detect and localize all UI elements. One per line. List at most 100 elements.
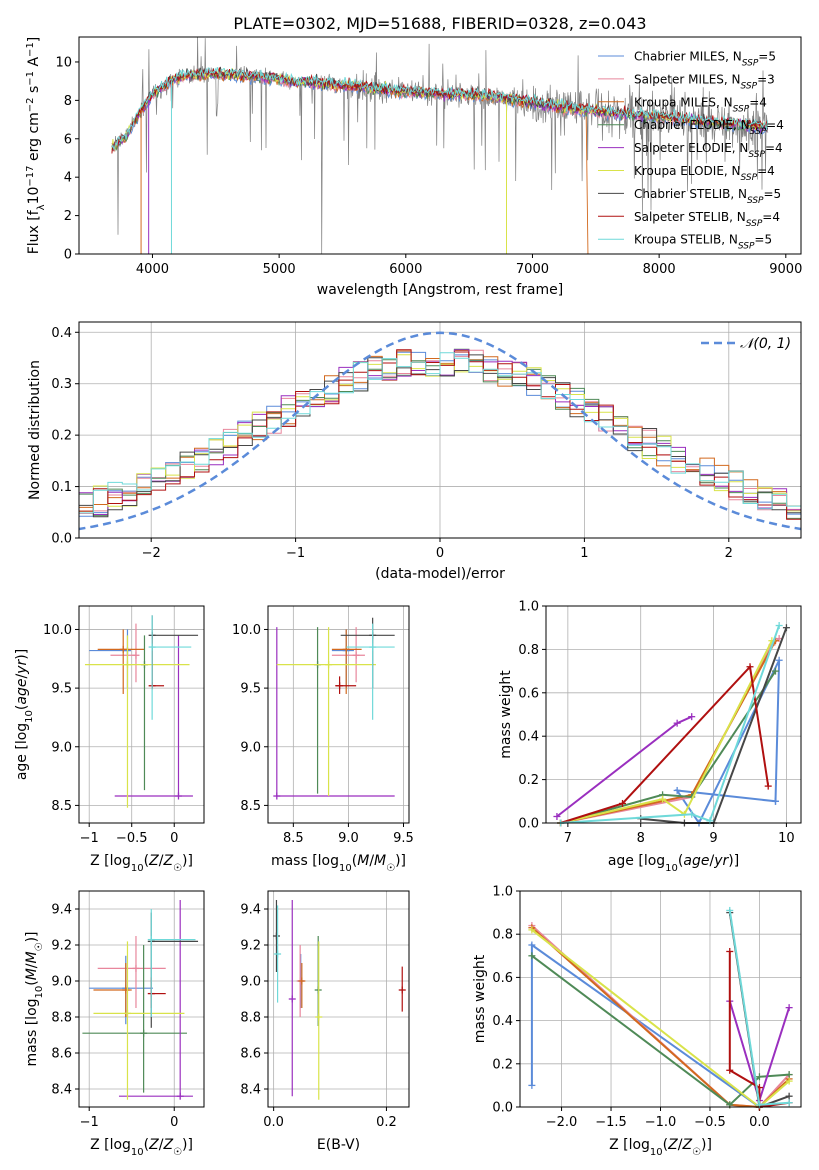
y-tick-label: 0.0 [51,532,72,547]
weight-line-chabrier-elodie [560,670,777,824]
x-tick-label: 0 [170,1115,178,1130]
plot-frame [78,605,205,824]
y-axis-label: mass weight [498,670,514,759]
y-tick-label: 0.0 [492,1101,513,1116]
x-tick-label: 0 [436,546,444,561]
gaussian-curve [79,331,801,531]
y-tick-label: 1.0 [518,600,539,615]
y-tick-label: 9.2 [51,939,72,954]
y-tick-label: 9.4 [240,903,261,918]
y-tick-label: 2 [64,209,72,224]
y-tick-label: 0.1 [51,480,72,495]
spectrum-panel: 4000 5000 6000 7000 8000 9000 0 2 4 6 8 10 wavelengt… [25,36,802,298]
y-tick-label: 9.0 [240,740,261,755]
x-axis-label: Z [log10(Z/Z☉)] [609,1137,712,1158]
x-axis-label: E(B-V) [317,1137,360,1153]
y-tick-label: 8.6 [51,1047,72,1062]
y-tick-label: 0.0 [518,817,539,832]
y-tick-label: 9.0 [51,740,72,755]
y-tick-label: 9.5 [51,682,72,697]
residual-histogram-panel: −2 −1 0 1 2 0.0 0.1 0.2 0.3 0.4 (data-model)/error… [27,321,802,582]
x-tick-label: 9.5 [393,831,414,846]
chart-title: PLATE=0302, MJD=51688, FIBERID=0328, z=0… [233,14,646,33]
legend-entry: Kroupa MILES, NSSP=4 [634,95,767,114]
y-tick-label: 0.3 [51,377,72,392]
x-axis-label: age [log10(age/yr)] [608,853,739,874]
histogram-kroupa-stelib [79,352,801,514]
y-tick-label: 9.2 [240,939,261,954]
weight-line-kroupa-stelib [560,625,781,824]
age-vs-metallicity-panel: −1 −0.5 0 8.5 9.0 9.5 10.0 Z [log10(Z/Z☉)] age [… [14,605,205,874]
x-tick-label: 0.2 [376,1115,397,1130]
y-tick-label: 8 [64,94,72,109]
x-axis-label: Z [log10(Z/Z☉)] [90,853,193,874]
x-tick-label: 7000 [516,262,549,277]
plot-frame [545,605,802,824]
legend-entry: Chabrier STELIB, NSSP=5 [634,187,781,206]
x-axis-label: wavelength [Angstrom, rest frame] [317,282,563,298]
y-tick-label: 8.5 [51,799,72,814]
x-tick-label: 8000 [643,262,676,277]
y-tick-label: 9.5 [240,682,261,697]
age-vs-mass-panel: 8.5 9.0 9.5 8.5 9.0 9.5 10.0 mass [log10(M/M☉)] [232,605,414,874]
plot-frame [267,890,410,1108]
weight-line-kroupa-elodie [560,640,773,824]
x-tick-label: 9 [709,831,717,846]
x-tick-label: 10 [778,831,795,846]
x-tick-label: 4000 [136,262,169,277]
y-tick-label: 1.0 [492,885,513,900]
y-tick-label: 0.2 [51,429,72,444]
y-tick-label: 9.4 [51,903,72,918]
x-tick-label: 0 [170,831,178,846]
x-tick-label: −1.5 [595,1115,627,1130]
legend-entry: Chabrier ELODIE, NSSP=4 [634,118,784,137]
y-tick-label: 9.0 [51,975,72,990]
x-tick-label: −1 [80,1115,99,1130]
plot-frame [267,605,410,824]
x-tick-label: −2 [142,546,161,561]
y-axis-label: age [log10(age/yr)] [14,649,35,780]
y-axis-label: Flux [fλ10−17 erg cm−2 s−1 A−1] [25,37,47,255]
y-tick-label: 0.2 [492,1057,513,1072]
x-tick-label: 9000 [769,262,802,277]
legend-entry: Kroupa STELIB, NSSP=5 [634,233,772,252]
y-axis-label: mass weight [472,954,488,1043]
model-spectrum-kroupa-stelib [111,66,769,150]
legend-entry: Salpeter STELIB, NSSP=4 [634,210,780,229]
y-tick-label: 0 [64,248,72,263]
y-tick-label: 0.6 [518,686,539,701]
y-tick-label: 9.0 [240,975,261,990]
weight-line-salpeter-stelib [560,664,770,824]
x-tick-label: −0.5 [694,1115,726,1130]
x-tick-label: −1.0 [645,1115,677,1130]
y-tick-label: 8.4 [240,1083,261,1098]
x-tick-label: 7 [564,831,572,846]
y-tick-label: 4 [64,171,72,186]
y-tick-label: 0.8 [518,643,539,658]
y-tick-label: 0.6 [492,971,513,986]
y-tick-label: 8.4 [51,1083,72,1098]
legend-entry: Salpeter ELODIE, NSSP=4 [634,141,783,160]
x-tick-label: 0.0 [263,1115,284,1130]
weight-line-chabrier-elodie [531,955,790,1107]
y-axis-label: Normed distribution [27,360,43,500]
y-tick-label: 10.0 [232,623,261,638]
weight-line-chabrier-miles [530,943,760,1108]
legend-entry: Chabrier MILES, NSSP=5 [634,50,776,69]
x-tick-label: 9.0 [338,831,359,846]
plot-frame [78,36,802,255]
histogram-traces [79,331,801,531]
x-tick-label: 8.5 [283,831,304,846]
x-tick-label: 0.0 [749,1115,770,1130]
legend-entry: Salpeter MILES, NSSP=3 [634,72,775,91]
x-tick-label: −1 [286,546,305,561]
mass-weight-vs-age-panel: 7 8 9 10 0.0 0.2 0.4 0.6 0.8 1.0 age [log10(age/yr… [498,600,802,874]
y-tick-label: 0.8 [492,928,513,943]
x-tick-label: −0.5 [116,831,148,846]
y-tick-label: 0.4 [518,730,539,745]
mass-vs-ebv-panel: 0.0 0.2 8.4 8.6 8.8 9.0 9.2 9.4 E(B-V) [240,890,410,1153]
plot-frame [78,890,205,1108]
x-axis-label: Z [log10(Z/Z☉)] [90,1137,193,1158]
x-axis-label: (data-model)/error [375,566,505,582]
